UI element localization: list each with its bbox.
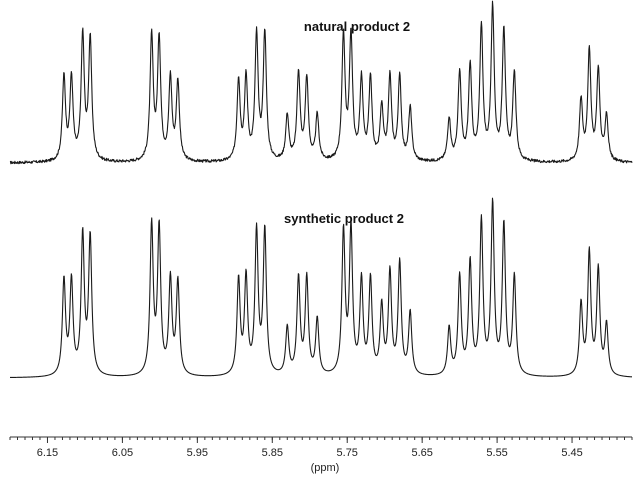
tick-label: 5.95 <box>187 447 208 459</box>
tick-label: 5.55 <box>486 447 507 459</box>
spectrum-panel: synthetic product 2 <box>9 197 633 379</box>
tick-label: 6.15 <box>37 447 58 459</box>
tick-label: 5.75 <box>337 447 358 459</box>
spectrum-trace <box>9 197 633 379</box>
spectrum-title: synthetic product 2 <box>284 211 404 226</box>
x-axis: 6.15 6.05 5.95 5.85 5.75 5.65 5.55 5.45 (ppm) <box>9 436 633 474</box>
x-axis-title: (ppm) <box>311 462 340 474</box>
tick-label: 5.85 <box>262 447 283 459</box>
tick-label: 5.65 <box>411 447 432 459</box>
spectrum-trace <box>9 0 633 165</box>
spectrum-title: natural product 2 <box>304 19 410 34</box>
spectrum-panel: natural product 2 <box>9 0 633 165</box>
tick-label: 5.45 <box>561 447 582 459</box>
tick-label: 6.05 <box>112 447 133 459</box>
